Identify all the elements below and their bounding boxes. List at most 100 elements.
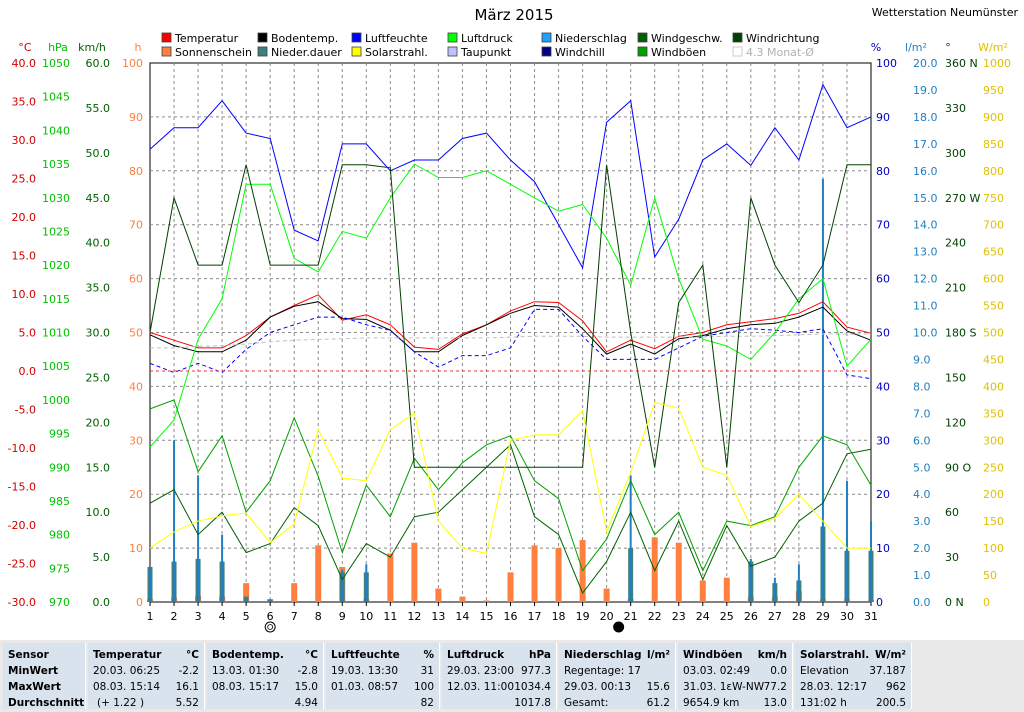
axis-temp-tick-label: -20.0 bbox=[8, 519, 36, 532]
axis-titles: °C hPa km/h h% l/m² ° W/m² bbox=[18, 41, 1007, 54]
stat-max-time: 12.03. 11:00 bbox=[447, 681, 514, 693]
axis-hum-tick-label: 70 bbox=[876, 219, 890, 232]
stat-unit: °C bbox=[186, 649, 199, 661]
stat-unit: hPa bbox=[529, 649, 551, 661]
series-taupunkt-line bbox=[149, 308, 872, 380]
series-bodentemp--line bbox=[149, 301, 872, 355]
axis-temp-tick-label: 30.0 bbox=[12, 134, 37, 147]
axis-dir-tick-label: 120 bbox=[945, 416, 966, 429]
x-tick-label: 29 bbox=[816, 610, 830, 623]
stat-max-value: 16.1 bbox=[175, 681, 199, 693]
axis-rain-unit: l/m² bbox=[905, 41, 927, 54]
series-windgeschw--line bbox=[149, 443, 872, 594]
axis-solar-tick-label: 100 bbox=[983, 542, 1004, 555]
series-windrichtung-line bbox=[149, 164, 871, 468]
axis-sun-tick-label: 10 bbox=[129, 542, 143, 555]
weather-chart: März 2015 Wetterstation Neumünster Tempe… bbox=[8, 6, 1019, 633]
stat-max-value: 962 bbox=[885, 681, 906, 693]
axis-wind-tick-label: 40.0 bbox=[86, 237, 111, 250]
line-series bbox=[149, 83, 872, 594]
x-tick-label: 20 bbox=[600, 610, 614, 623]
axis-temp-tick-label: 15.0 bbox=[12, 250, 37, 263]
axis-wind-tick-label: 10.0 bbox=[86, 506, 111, 519]
axis-wind-tick-label: 50.0 bbox=[86, 147, 111, 160]
axis-solar-tick-label: 600 bbox=[983, 273, 1004, 286]
stats-solar: Solarstrahl. W/m² Elevation 37.187 28.03. … bbox=[795, 643, 912, 709]
legend-label: Niederschlag bbox=[555, 32, 627, 45]
axis-dir-tick-label: 330 bbox=[945, 102, 966, 115]
stat-min-value: 0.0 bbox=[770, 665, 787, 677]
stat-min-value: -2.2 bbox=[178, 665, 200, 677]
stat-avg-note: (+ 1.22 ) bbox=[97, 697, 145, 709]
axis-wind-tick-label: 0.0 bbox=[93, 596, 111, 609]
stat-max-time: 08.03. 15:17 bbox=[212, 681, 279, 693]
axis-solar-tick-label: 650 bbox=[983, 246, 1004, 259]
axis-temp-tick-label: 25.0 bbox=[12, 173, 37, 186]
x-tick-label: 12 bbox=[407, 610, 421, 623]
legend-swatch bbox=[257, 32, 268, 43]
stats-luftdruck: Luftdruck hPa 29.03. 23:00 977.3 12.03. 11… bbox=[442, 643, 557, 709]
sunshine-bar bbox=[435, 588, 442, 602]
x-tick-label: 19 bbox=[576, 610, 590, 623]
series-solarstrahl--line bbox=[149, 402, 871, 555]
axis-hum-tick-label: 90 bbox=[876, 111, 890, 124]
stats-temperatur: Temperatur °C 20.03. 06:25 -2.2 08.03. 15:… bbox=[88, 643, 205, 709]
axis-rain-tick-label: 9.0 bbox=[913, 353, 931, 366]
axis-press-tick-label: 990 bbox=[49, 461, 70, 474]
x-tick-label: 13 bbox=[431, 610, 445, 623]
stat-max-time: 01.03. 08:57 bbox=[331, 681, 398, 693]
stat-min-value: 977.3 bbox=[520, 665, 551, 677]
chart-title: März 2015 bbox=[474, 6, 553, 24]
axis-rain-tick-label: 14.0 bbox=[913, 219, 938, 232]
axis-rain-tick-label: 2.0 bbox=[913, 542, 931, 555]
legend-label: Temperatur bbox=[174, 32, 239, 45]
stat-title: Solarstrahl. bbox=[800, 649, 870, 661]
legend-swatch bbox=[541, 32, 552, 43]
legend-label: Nieder.dauer bbox=[271, 46, 342, 59]
axis-wind-tick-label: 45.0 bbox=[86, 192, 111, 205]
axis-press-tick-label: 1050 bbox=[42, 57, 70, 70]
x-tick-label: 24 bbox=[696, 610, 710, 623]
axis-sun-unit: h bbox=[135, 41, 142, 54]
stat-avg-text: Gesamt: bbox=[564, 697, 609, 709]
sunshine-bar bbox=[387, 553, 394, 602]
sunshine-bar bbox=[699, 580, 706, 602]
x-tick-label: 1 bbox=[147, 610, 154, 623]
axis-dir-tick-label: 30 bbox=[945, 551, 959, 564]
axis-press-tick-label: 1045 bbox=[42, 91, 70, 104]
stat-unit: % bbox=[423, 649, 434, 661]
axis-hum-tick-label: 20 bbox=[876, 488, 890, 501]
stat-max-time: 29.03. 00:13 bbox=[564, 681, 631, 693]
legend-swatch bbox=[732, 46, 743, 57]
axis-press-unit: hPa bbox=[48, 41, 68, 54]
sunshine-bar bbox=[603, 588, 610, 602]
axis-wind-tick-label: 25.0 bbox=[86, 371, 111, 384]
legend-label: Solarstrahl. bbox=[365, 46, 428, 59]
station-name: Wetterstation Neumünster bbox=[872, 6, 1019, 19]
axis-temp-tick-label: -25.0 bbox=[8, 558, 36, 571]
precipitation-bar bbox=[365, 564, 368, 602]
axis-temp-unit: °C bbox=[18, 41, 32, 54]
axis-rain-tick-label: 1.0 bbox=[913, 569, 931, 582]
x-tick-label: 4 bbox=[219, 610, 226, 623]
axis-dir-tick-label: 240 bbox=[945, 237, 966, 250]
axis-solar-tick-label: 700 bbox=[983, 219, 1004, 232]
axis-temp-tick-label: -10.0 bbox=[8, 442, 36, 455]
axis-dir-tick-label: 150 bbox=[945, 371, 966, 384]
sunshine-bar bbox=[531, 545, 538, 602]
axis-temp-tick-label: 35.0 bbox=[12, 96, 37, 109]
axis-rain-tick-label: 12.0 bbox=[913, 273, 938, 286]
x-tick-label: 30 bbox=[840, 610, 854, 623]
x-tick-label: 26 bbox=[744, 610, 758, 623]
sunshine-bar bbox=[291, 583, 298, 602]
legend-swatch bbox=[257, 46, 268, 57]
x-tick-label: 18 bbox=[552, 610, 566, 623]
axis-rain-tick-label: 16.0 bbox=[913, 165, 938, 178]
precipitation-bar bbox=[797, 564, 800, 602]
sunshine-bar bbox=[675, 542, 682, 602]
precipitation-bar bbox=[629, 475, 632, 602]
axis-hum-tick-label: 80 bbox=[876, 165, 890, 178]
axis-solar-tick-label: 800 bbox=[983, 165, 1004, 178]
stat-avg-value: 1017.8 bbox=[514, 697, 551, 709]
axis-temp-tick-label: 5.0 bbox=[19, 327, 37, 340]
